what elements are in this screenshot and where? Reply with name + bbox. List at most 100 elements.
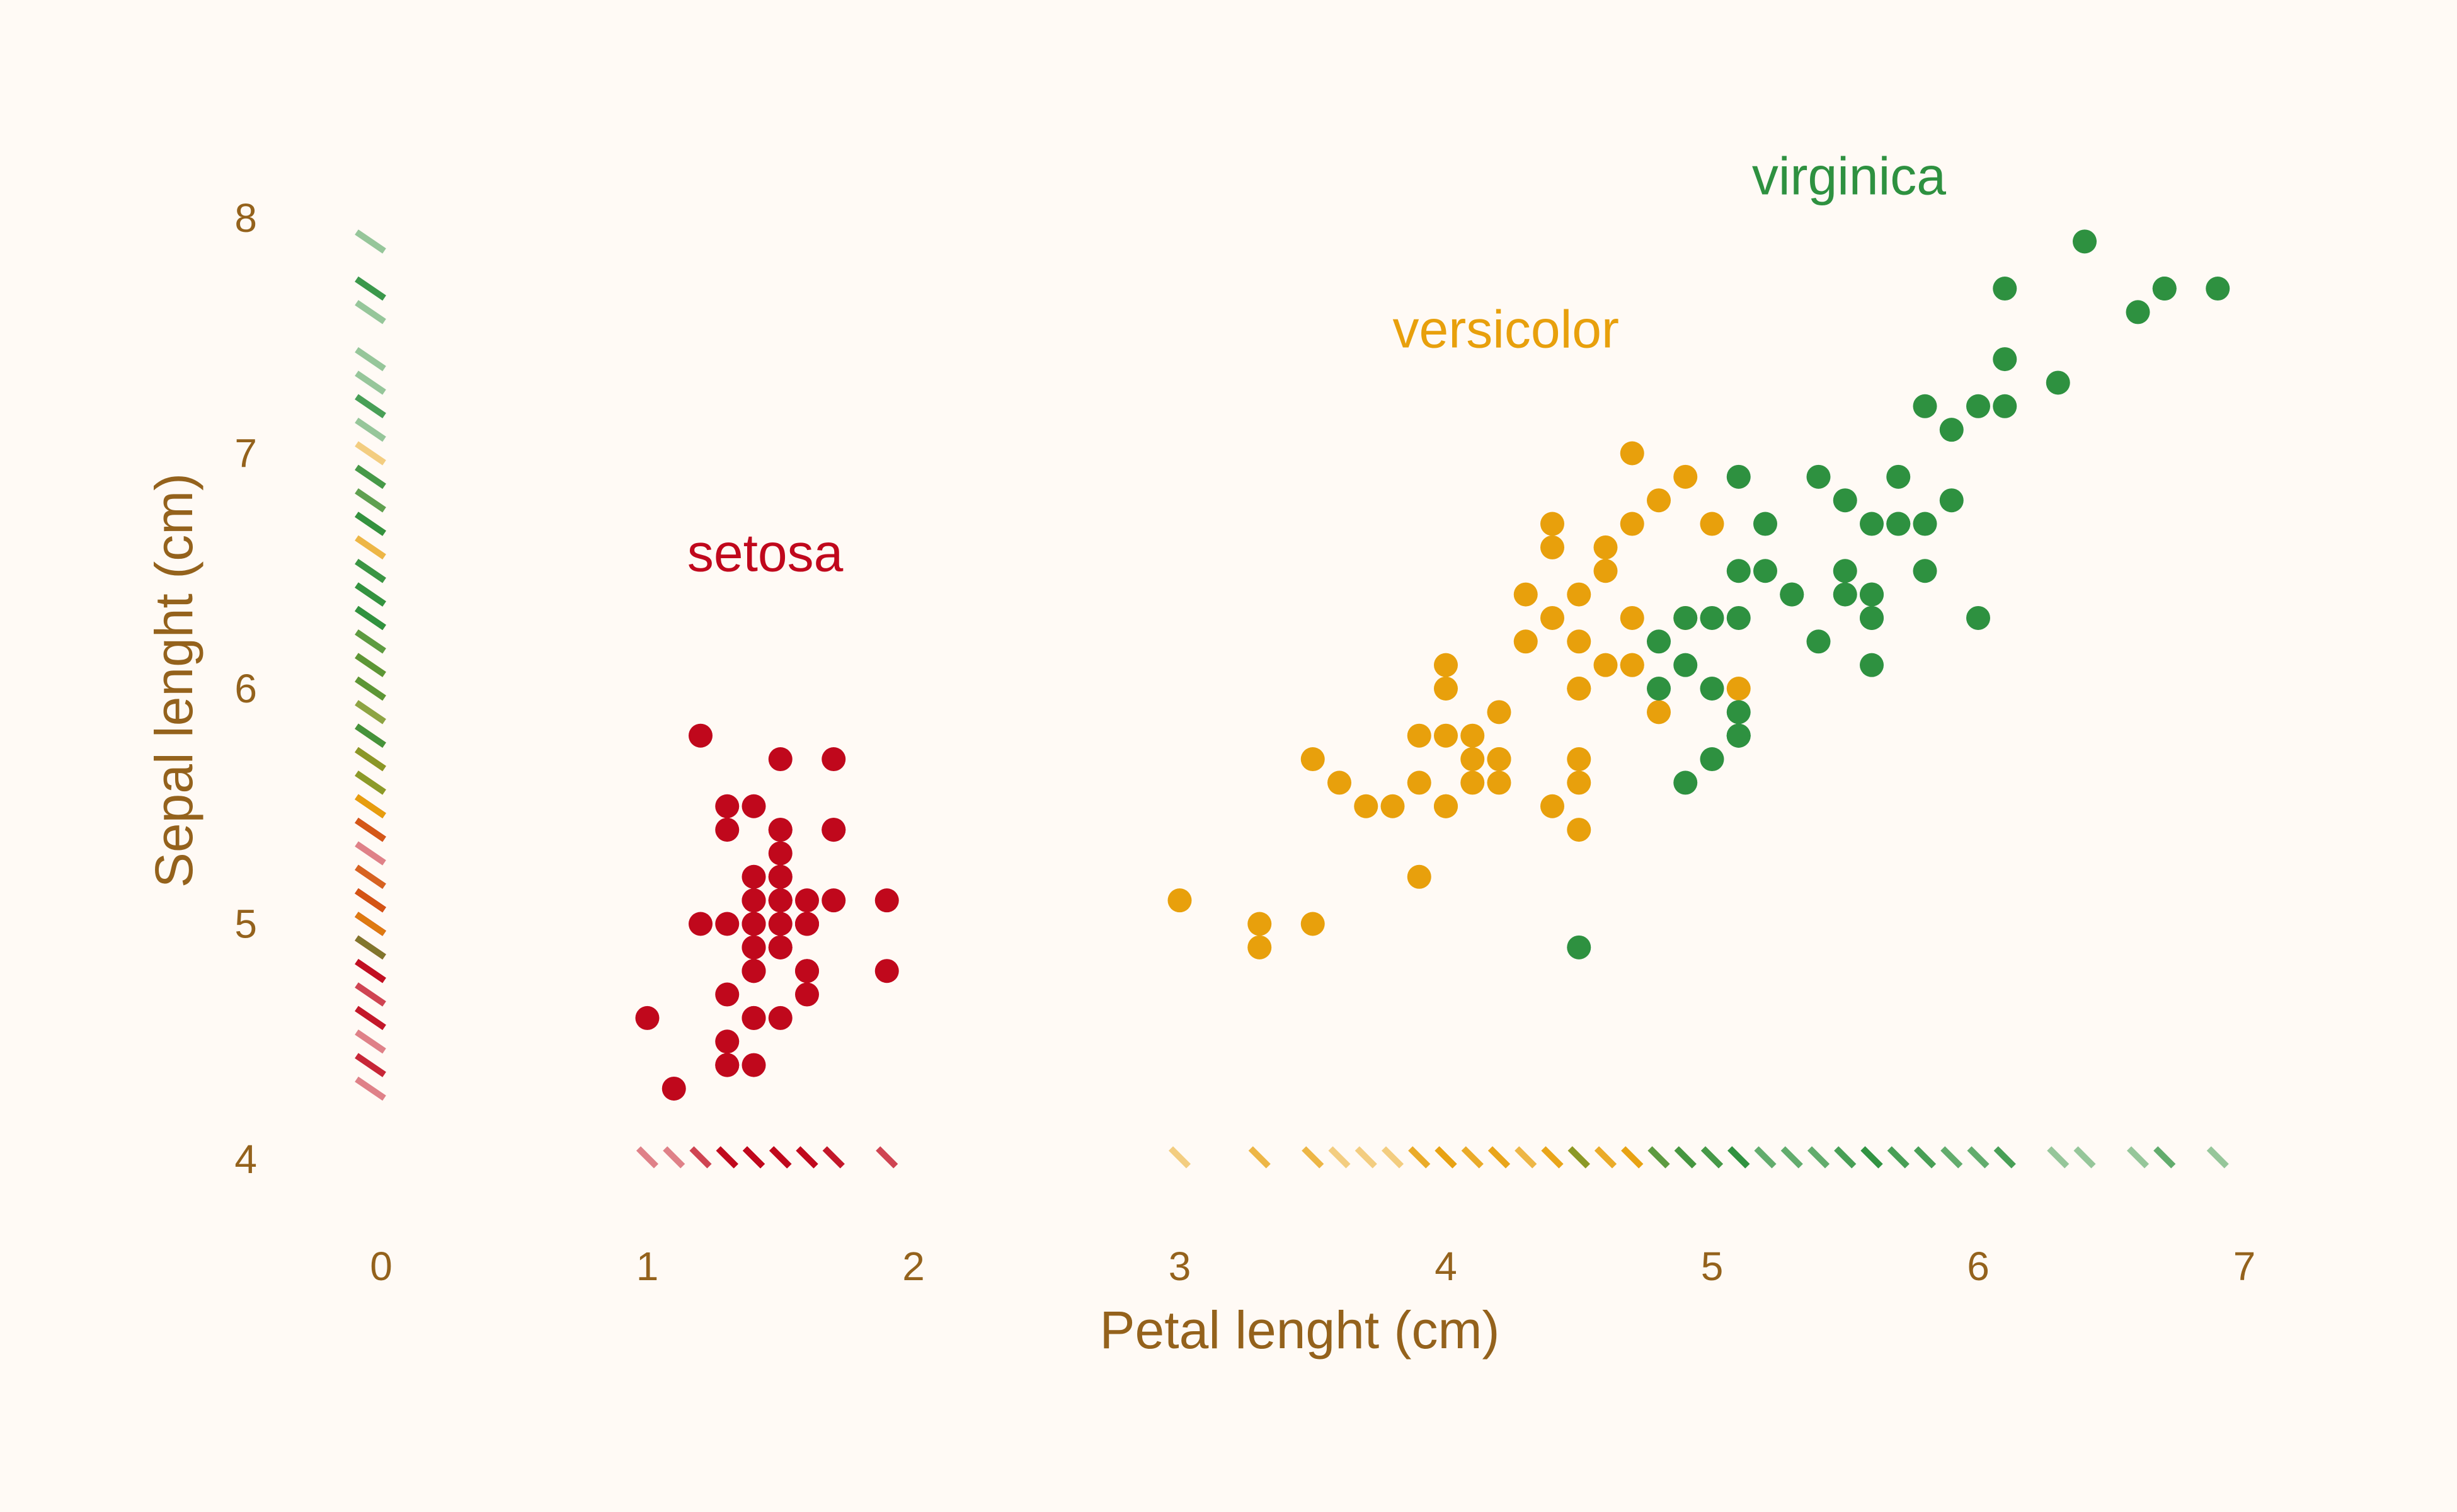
data-point-versicolor (1247, 912, 1272, 936)
data-point-setosa (768, 935, 793, 959)
x-rug-mark (822, 1146, 845, 1169)
x-tick-label: 2 (902, 1244, 925, 1289)
data-point-versicolor (1593, 535, 1618, 559)
series-label-setosa: setosa (687, 523, 844, 582)
x-rug-mark (769, 1146, 792, 1169)
x-rug-mark (2153, 1146, 2176, 1169)
y-rug-mark (355, 370, 386, 395)
x-rug-mark (1594, 1146, 1617, 1169)
y-rug-mark (355, 629, 386, 654)
y-rug-mark (355, 300, 386, 324)
data-point-setosa (742, 1005, 766, 1030)
x-rug-mark (742, 1146, 765, 1169)
data-point-virginica (1700, 747, 1724, 772)
data-point-versicolor (1434, 653, 1458, 677)
x-tick-label: 4 (1435, 1244, 1457, 1289)
data-point-virginica (1726, 723, 1751, 748)
data-point-virginica (1860, 582, 1884, 607)
series-labels: setosa versicolor virginica (687, 147, 1946, 583)
y-rug-mark (355, 841, 386, 866)
data-point-versicolor (1540, 512, 1564, 536)
data-point-virginica (1806, 464, 1831, 489)
x-rug-mark (1621, 1146, 1644, 1169)
y-rug-mark (355, 1076, 386, 1101)
x-rug-mark (1647, 1146, 1670, 1169)
x-rug-mark (1168, 1146, 1191, 1169)
data-point-virginica (1673, 605, 1698, 630)
data-point-setosa (715, 912, 740, 936)
data-point-virginica (1833, 559, 1857, 583)
y-rug-mark (355, 346, 386, 372)
data-point-setosa (795, 888, 819, 913)
data-point-setosa (742, 794, 766, 818)
y-rug-mark (355, 512, 386, 536)
data-point-versicolor (1647, 488, 1671, 513)
x-rug-mark (1328, 1146, 1351, 1169)
x-rug-mark (663, 1146, 685, 1169)
data-point-versicolor (1673, 464, 1698, 489)
y-rug-mark (355, 747, 386, 772)
y-rug-mark (355, 982, 386, 1007)
data-point-virginica (1806, 629, 1831, 654)
y-rug-mark (355, 418, 386, 442)
data-point-versicolor (1487, 770, 1511, 795)
data-point-virginica (1567, 935, 1591, 959)
y-axis-title: Sepal lenght (cm) (144, 473, 203, 888)
y-tick-label: 7 (234, 431, 257, 476)
data-point-setosa (795, 912, 819, 936)
y-rug-mark (355, 794, 386, 818)
y-rug-mark (355, 488, 386, 513)
x-rug-mark (1993, 1146, 2016, 1169)
data-point-setosa (768, 841, 793, 866)
y-tick-label: 5 (234, 902, 257, 947)
data-point-setosa (874, 959, 899, 983)
data-point-virginica (1753, 512, 1777, 536)
data-point-virginica (1966, 394, 1990, 418)
data-point-setosa (795, 959, 819, 983)
x-rug-mark (1727, 1146, 1750, 1169)
data-point-setosa (768, 1005, 793, 1030)
y-rug-mark (355, 1029, 386, 1054)
x-rug-mark (2073, 1146, 2096, 1169)
data-point-virginica (1726, 605, 1751, 630)
data-point-virginica (1913, 512, 1937, 536)
data-point-virginica (2206, 277, 2230, 301)
data-point-virginica (1913, 394, 1937, 418)
x-axis-ticks: 0 1 2 3 4 5 6 7 (370, 1244, 2255, 1289)
x-rug-mark (1780, 1146, 1803, 1169)
y-rug-mark (355, 888, 386, 913)
data-point-setosa (689, 912, 713, 936)
data-point-versicolor (1593, 559, 1618, 583)
data-point-setosa (768, 818, 793, 842)
data-point-versicolor (1167, 888, 1192, 913)
x-rug-mark (1435, 1146, 1457, 1169)
data-point-versicolor (1620, 512, 1644, 536)
data-point-versicolor (1567, 629, 1591, 654)
y-rug-mark (355, 535, 386, 560)
x-axis-title: Petal lenght (cm) (1100, 1300, 1500, 1360)
rug-layer (355, 229, 2229, 1169)
x-rug-mark (1807, 1146, 1830, 1169)
data-point-setosa (742, 888, 766, 913)
data-point-virginica (2126, 300, 2150, 324)
data-point-setosa (715, 1029, 740, 1054)
data-point-setosa (742, 912, 766, 936)
data-point-setosa (715, 818, 740, 842)
data-point-setosa (742, 864, 766, 889)
data-point-setosa (768, 864, 793, 889)
data-point-setosa (768, 912, 793, 936)
data-point-versicolor (1434, 723, 1458, 748)
data-point-versicolor (1700, 512, 1724, 536)
data-point-virginica (1700, 605, 1724, 630)
data-point-setosa (635, 1005, 660, 1030)
data-point-versicolor (1327, 770, 1351, 795)
x-rug-mark (689, 1146, 712, 1169)
data-point-versicolor (1647, 700, 1671, 724)
x-rug-mark (2126, 1146, 2150, 1169)
data-point-versicolor (1300, 912, 1325, 936)
y-tick-label: 8 (234, 195, 257, 241)
y-rug-mark (355, 912, 386, 936)
data-point-virginica (1993, 347, 2017, 372)
data-point-versicolor (1487, 700, 1511, 724)
